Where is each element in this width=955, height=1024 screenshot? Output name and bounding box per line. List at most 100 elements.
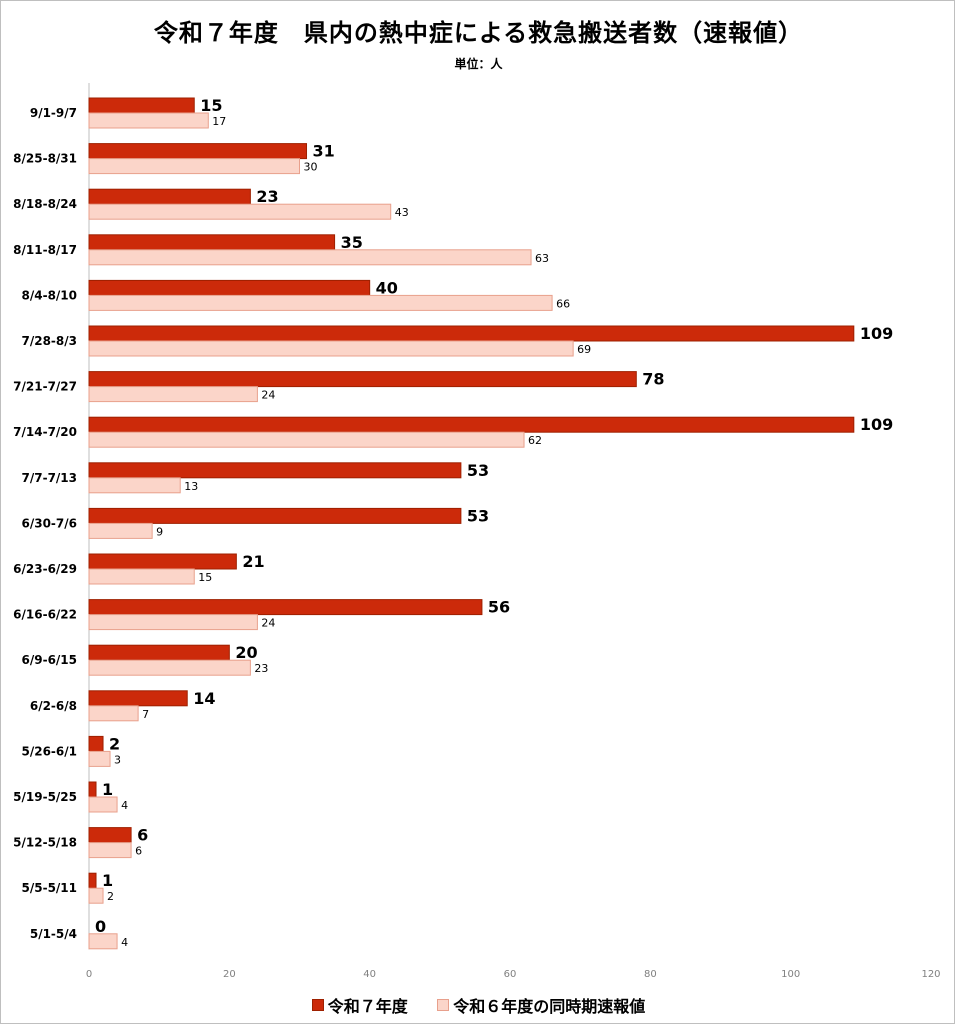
data-label-previous: 6	[135, 845, 142, 858]
bar-current	[88, 143, 308, 160]
bar-current	[88, 735, 104, 752]
data-label-current: 56	[488, 598, 510, 617]
data-label-current: 6	[137, 826, 148, 845]
category-label: 6/30-7/6	[22, 516, 78, 530]
category-label: 6/16-6/22	[13, 608, 77, 622]
bar-current	[88, 507, 462, 524]
data-label-previous: 4	[121, 936, 128, 949]
category-label: 8/11-8/17	[13, 243, 77, 257]
category-label: 7/7-7/13	[22, 471, 78, 485]
data-label-current: 15	[200, 96, 222, 115]
bar-current	[88, 188, 251, 205]
data-label-current: 23	[256, 187, 278, 206]
data-label-current: 31	[313, 142, 335, 161]
category-label: 8/25-8/31	[13, 152, 77, 166]
bar-previous	[88, 522, 153, 539]
data-label-previous: 7	[142, 708, 149, 721]
category-label: 9/1-9/7	[30, 106, 77, 120]
bar-previous	[88, 796, 118, 813]
data-label-current: 2	[109, 734, 120, 753]
bar-current	[88, 690, 188, 707]
category-label: 8/4-8/10	[22, 288, 78, 302]
category-label: 5/5-5/11	[22, 881, 78, 895]
bar-previous	[88, 750, 111, 767]
bar-previous	[88, 294, 553, 311]
legend-label-previous: 令和６年度の同時期速報値	[453, 997, 646, 1016]
data-label-previous: 24	[261, 389, 275, 402]
data-label-current: 53	[467, 461, 489, 480]
x-tick-label: 40	[363, 969, 376, 980]
data-label-current: 109	[860, 324, 893, 343]
data-label-current: 40	[376, 278, 398, 297]
category-label: 6/23-6/29	[13, 562, 77, 576]
x-tick-label: 20	[223, 969, 236, 980]
bar-current	[88, 644, 230, 661]
legend-item-previous: 令和６年度の同時期速報値	[437, 993, 645, 1017]
data-label-previous: 69	[577, 343, 591, 356]
bar-current	[88, 872, 97, 889]
data-label-current: 1	[102, 780, 113, 799]
data-label-current: 78	[642, 370, 664, 389]
data-label-previous: 4	[121, 799, 128, 812]
bar-previous	[88, 203, 392, 220]
bar-previous	[88, 614, 258, 631]
data-label-current: 14	[193, 689, 215, 708]
data-label-current: 20	[235, 643, 257, 662]
bar-previous	[88, 158, 300, 175]
bar-current	[88, 827, 132, 844]
chart-title: 令和７年度 県内の熱中症による救急搬送者数（速報値）	[153, 19, 804, 47]
data-label-previous: 30	[304, 161, 318, 174]
legend-item-current: 令和７年度	[311, 993, 408, 1017]
category-label: 5/1-5/4	[30, 927, 77, 941]
bar-previous	[88, 431, 525, 448]
bar-current	[88, 279, 371, 296]
data-label-current: 35	[341, 233, 363, 252]
bar-previous	[88, 659, 251, 676]
bar-previous	[88, 112, 209, 129]
bar-current	[88, 371, 637, 388]
data-label-current: 109	[860, 415, 893, 434]
bar-previous	[88, 249, 532, 266]
category-label: 5/26-6/1	[22, 744, 78, 758]
category-label: 6/2-6/8	[30, 699, 77, 713]
bar-current	[88, 234, 336, 251]
bar-previous	[88, 477, 181, 494]
legend-swatch-previous	[437, 999, 450, 1011]
data-label-previous: 63	[535, 252, 549, 265]
data-label-previous: 9	[156, 525, 163, 538]
data-label-previous: 62	[528, 434, 542, 447]
bar-previous	[88, 842, 132, 859]
legend-label-current: 令和７年度	[327, 997, 408, 1016]
data-label-previous: 66	[556, 297, 570, 310]
data-label-current: 1	[102, 871, 113, 890]
bar-previous	[88, 340, 574, 357]
bar-current	[88, 553, 237, 570]
data-label-current: 21	[242, 552, 264, 571]
category-label: 7/28-8/3	[22, 334, 78, 348]
category-label: 7/21-7/27	[13, 380, 77, 394]
data-label-previous: 3	[114, 753, 121, 766]
bar-current	[88, 462, 462, 479]
bar-previous	[88, 933, 118, 950]
data-label-previous: 43	[395, 206, 409, 219]
data-label-previous: 24	[261, 617, 275, 630]
category-label: 7/14-7/20	[13, 425, 77, 439]
category-label: 8/18-8/24	[13, 197, 77, 211]
data-label-current: 53	[467, 506, 489, 525]
legend-swatch-current	[311, 999, 324, 1011]
x-tick-label: 0	[86, 969, 92, 980]
data-label-previous: 2	[107, 890, 114, 903]
chart-subtitle: 単位：人	[454, 57, 503, 71]
bar-current	[88, 416, 855, 433]
category-label: 6/9-6/15	[22, 653, 78, 667]
x-tick-label: 80	[644, 969, 657, 980]
bar-current	[88, 781, 97, 798]
data-label-previous: 23	[254, 662, 268, 675]
x-tick-label: 60	[504, 969, 517, 980]
bar-current	[88, 97, 195, 114]
category-label: 5/12-5/18	[13, 836, 77, 850]
bar-previous	[88, 568, 195, 585]
data-label-previous: 13	[184, 480, 198, 493]
